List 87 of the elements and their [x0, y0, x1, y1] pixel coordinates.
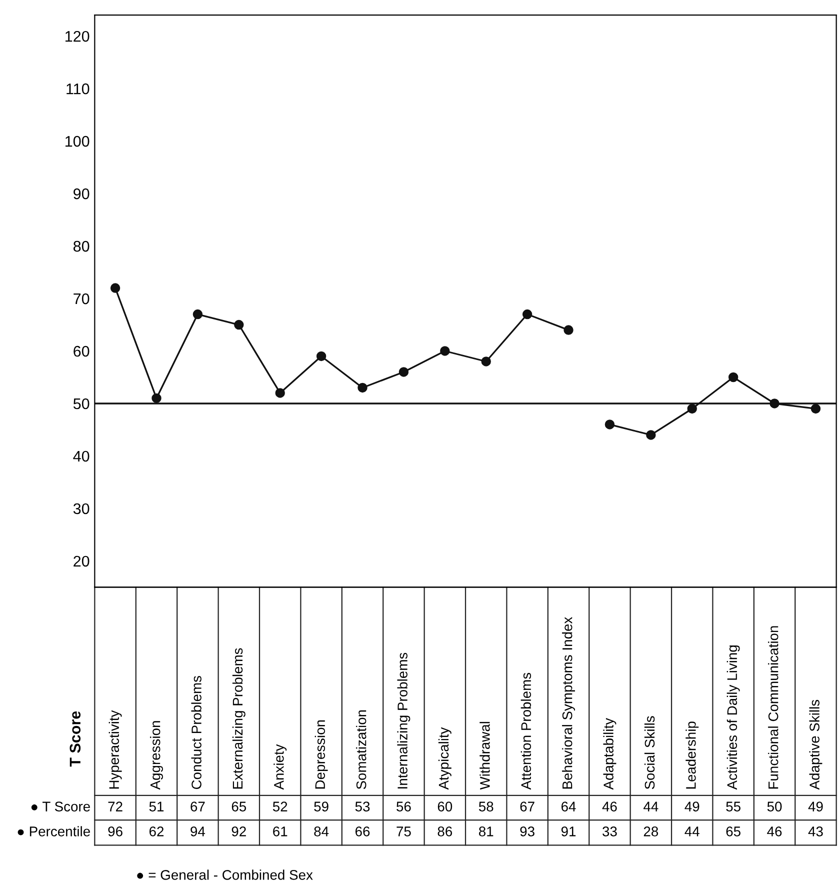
x-tick-label: Externalizing Problems	[232, 648, 246, 789]
x-tick-label: Adaptive Skills	[809, 700, 822, 790]
y-tick-label: 30	[73, 503, 90, 514]
x-tick-label: Atypicality	[438, 727, 452, 790]
point	[604, 420, 615, 430]
data-label: 64	[561, 802, 576, 812]
point	[810, 404, 821, 414]
text: 66	[355, 826, 370, 836]
data-label: 72	[108, 802, 122, 812]
y-tick-label: 100	[66, 136, 90, 147]
point	[152, 393, 162, 404]
text: 46	[767, 826, 782, 836]
x-tick-label: Withdrawal	[480, 722, 490, 790]
x-tick-label: Somatization	[356, 710, 366, 790]
data-label: 58	[478, 802, 494, 812]
y-tick-label: 40	[73, 450, 90, 462]
point	[440, 346, 450, 356]
point	[564, 325, 574, 335]
point	[398, 367, 409, 377]
data-label: 56	[396, 802, 411, 812]
data-label: 50	[767, 802, 782, 812]
data-label: 55	[726, 802, 740, 812]
x-tick-label: Anxiety	[274, 744, 287, 790]
x-tick-label: Depression	[314, 720, 328, 789]
point	[358, 382, 368, 393]
x-tick-label: Internalizing Problems	[397, 652, 410, 788]
data-label: 49	[684, 802, 700, 812]
text: 33	[602, 826, 617, 836]
text: ● Percentile	[18, 826, 90, 836]
text: 93	[520, 826, 534, 836]
y-tick-label: 20	[74, 556, 90, 567]
data-label: 60	[438, 802, 452, 812]
x-tick-label: Activities of Daily Living	[726, 646, 740, 790]
y-tick-label: 50	[73, 398, 90, 410]
point	[110, 283, 120, 293]
y-tick-label: 80	[74, 240, 90, 252]
text: 96	[108, 826, 122, 836]
point	[728, 372, 738, 382]
x-tick-label: Aggression	[150, 721, 163, 790]
data-label: 49	[808, 802, 823, 812]
point	[522, 309, 532, 320]
point	[687, 404, 697, 414]
x-tick-label: Social Skills	[644, 716, 655, 790]
x-tick-label: Leadership	[686, 722, 699, 789]
text: ● = General - Combined Sex	[137, 870, 313, 880]
x-tick-label: Hyperactivity	[108, 710, 122, 789]
text: 81	[478, 826, 494, 836]
point	[481, 356, 491, 366]
x-tick-label: Behavioral Symptoms Index	[562, 616, 575, 789]
text: 65	[726, 826, 740, 836]
text: 28	[644, 826, 658, 836]
data-label: 46	[602, 802, 617, 812]
point	[192, 309, 203, 320]
text: 44	[684, 826, 700, 836]
y-tick-label: 120	[66, 30, 90, 42]
point	[770, 398, 780, 408]
data-label: 65	[232, 802, 246, 812]
text: 84	[314, 826, 329, 836]
text: 92	[232, 826, 246, 836]
data-label: 59	[314, 802, 328, 812]
text: 43	[808, 826, 823, 836]
y-tick-label: 110	[66, 83, 90, 94]
y-tick-label: 70	[74, 293, 90, 304]
point	[646, 430, 656, 440]
text: 91	[561, 826, 576, 836]
data-label: 67	[190, 802, 205, 812]
text: 86	[438, 826, 452, 836]
y-tick-label: 60	[74, 346, 90, 357]
text: 94	[190, 826, 206, 836]
x-tick-label: Conduct Problems	[191, 676, 202, 790]
text: 61	[273, 826, 288, 836]
data-label: 51	[149, 802, 164, 812]
data-label: 44	[644, 802, 658, 812]
data-label: 53	[355, 802, 370, 812]
y-axis-title: T Score	[70, 711, 81, 767]
data-label: 52	[272, 802, 288, 812]
point	[234, 320, 244, 330]
x-tick-label: Adaptability	[603, 718, 616, 790]
text: ● T Score	[31, 802, 90, 812]
x-tick-label: Functional Communication	[768, 626, 778, 789]
y-tick-label: 90	[74, 188, 90, 200]
point	[316, 351, 326, 362]
data-label: 67	[520, 802, 534, 812]
point	[275, 388, 285, 398]
text: 62	[149, 826, 164, 836]
text: 75	[396, 826, 411, 836]
x-tick-label: Attention Problems	[520, 672, 532, 790]
